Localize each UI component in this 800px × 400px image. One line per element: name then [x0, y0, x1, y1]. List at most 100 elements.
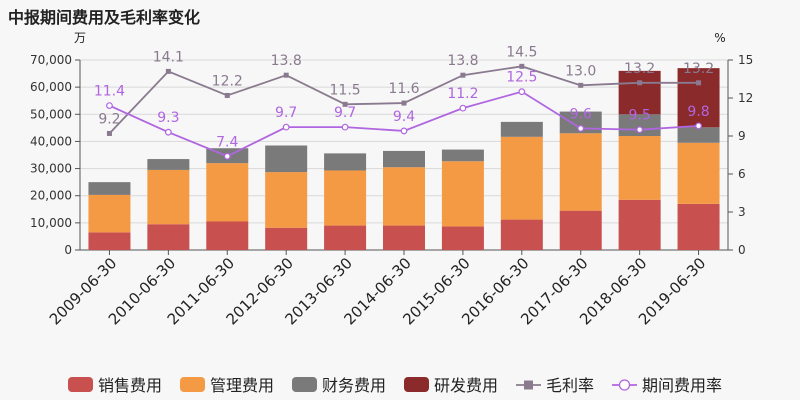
bar-segment [324, 153, 367, 171]
bar-segment [206, 221, 249, 250]
bar-segment [383, 225, 425, 250]
y-right-tick-label: 9 [738, 129, 746, 143]
data-label: 11.2 [447, 86, 478, 102]
data-label: 7.4 [216, 134, 238, 150]
line-point [577, 124, 585, 132]
bar-segment [265, 172, 308, 228]
bar-segment [265, 227, 308, 250]
legend-label: 销售费用 [98, 376, 162, 395]
line-point [342, 101, 348, 107]
bar-segment [441, 149, 484, 162]
legend-swatch-marker [524, 380, 533, 390]
data-label: 11.4 [94, 84, 125, 100]
y-left-tick-label: 60,000 [30, 80, 72, 94]
data-label: 14.1 [153, 49, 184, 65]
line-point [695, 122, 702, 130]
bar-segment [147, 159, 190, 170]
bar-segment [383, 150, 425, 168]
data-label: 13.2 [624, 61, 655, 77]
line-point [106, 130, 112, 136]
bar-segment [206, 163, 249, 222]
data-label: 11.6 [388, 81, 419, 97]
legend-label: 毛利率 [546, 376, 594, 395]
data-label: 9.6 [570, 106, 592, 122]
y-left-tick-label: 30,000 [30, 162, 72, 176]
data-label: 9.7 [275, 105, 297, 121]
data-label: 9.7 [334, 105, 356, 121]
y-right-tick-label: 15 [738, 53, 753, 67]
bar-segment [265, 145, 308, 173]
data-label: 9.4 [393, 109, 415, 125]
bar-segment [559, 133, 602, 211]
line-point [460, 72, 466, 78]
bar-segment [500, 136, 543, 220]
line-point [637, 80, 643, 86]
bar-segment [88, 182, 131, 195]
y-right-tick-label: 6 [738, 167, 746, 181]
bar-segment [559, 210, 602, 250]
data-label: 14.5 [506, 44, 537, 60]
legend-label: 研发费用 [434, 376, 498, 395]
bar-segment [677, 203, 720, 250]
legend-label: 管理费用 [210, 376, 274, 395]
bar-segment [618, 70, 661, 115]
line-point [341, 123, 349, 131]
bar-segment [500, 219, 543, 250]
bar-segment [618, 199, 661, 250]
bar-segment [618, 136, 661, 200]
y-left-tick-label: 10,000 [30, 216, 72, 230]
bar-segment [500, 121, 543, 137]
data-label: 13.8 [271, 53, 302, 69]
data-label: 11.5 [330, 82, 361, 98]
y-right-tick-label: 3 [738, 205, 746, 219]
data-label: 12.2 [212, 73, 243, 89]
line-point [400, 127, 408, 135]
bar-segment [677, 127, 720, 143]
legend-swatch [292, 377, 317, 392]
data-label: 9.3 [157, 110, 179, 126]
line-point [282, 123, 290, 131]
line-point [223, 152, 231, 160]
line-point [459, 104, 467, 112]
bar-segment [324, 225, 367, 250]
y-right-tick-label: 0 [738, 243, 746, 257]
legend-swatch [404, 377, 429, 392]
legend-swatch [180, 377, 205, 392]
data-label: 13.0 [565, 63, 596, 79]
bar-segment [677, 142, 720, 204]
bar-segment [147, 224, 190, 250]
bar-segment [88, 194, 131, 233]
line-point [519, 63, 525, 69]
line-point [283, 72, 289, 78]
line-point [636, 126, 644, 134]
legend-label: 财务费用 [322, 376, 386, 395]
data-label: 9.5 [629, 108, 651, 124]
chart-title: 中报期间费用及毛利率变化 [8, 8, 201, 27]
data-label: 9.8 [687, 104, 709, 120]
data-label: 13.8 [447, 53, 478, 69]
bar-segment [677, 68, 720, 128]
y-right-unit: % [714, 31, 725, 45]
y-left-tick-label: 70,000 [30, 53, 72, 67]
line-point [578, 82, 584, 88]
y-left-tick-label: 20,000 [30, 189, 72, 203]
legend-label: 期间费用率 [642, 376, 722, 395]
data-label: 13.2 [683, 61, 714, 77]
y-left-tick-label: 40,000 [30, 134, 72, 148]
line-point [696, 80, 702, 86]
bar-segment [147, 169, 190, 225]
line-point [401, 100, 407, 106]
bar-segment [88, 232, 131, 250]
y-left-tick-label: 0 [64, 243, 72, 257]
data-label: 9.2 [98, 111, 120, 127]
y-left-unit: 万 [74, 31, 86, 45]
legend-swatch [68, 377, 93, 392]
bar-segment [324, 170, 367, 226]
bar-segment [618, 114, 661, 136]
line-point [164, 128, 172, 136]
bar-segment [383, 167, 425, 226]
bar-segment [441, 161, 484, 227]
y-left-tick-label: 50,000 [30, 107, 72, 121]
